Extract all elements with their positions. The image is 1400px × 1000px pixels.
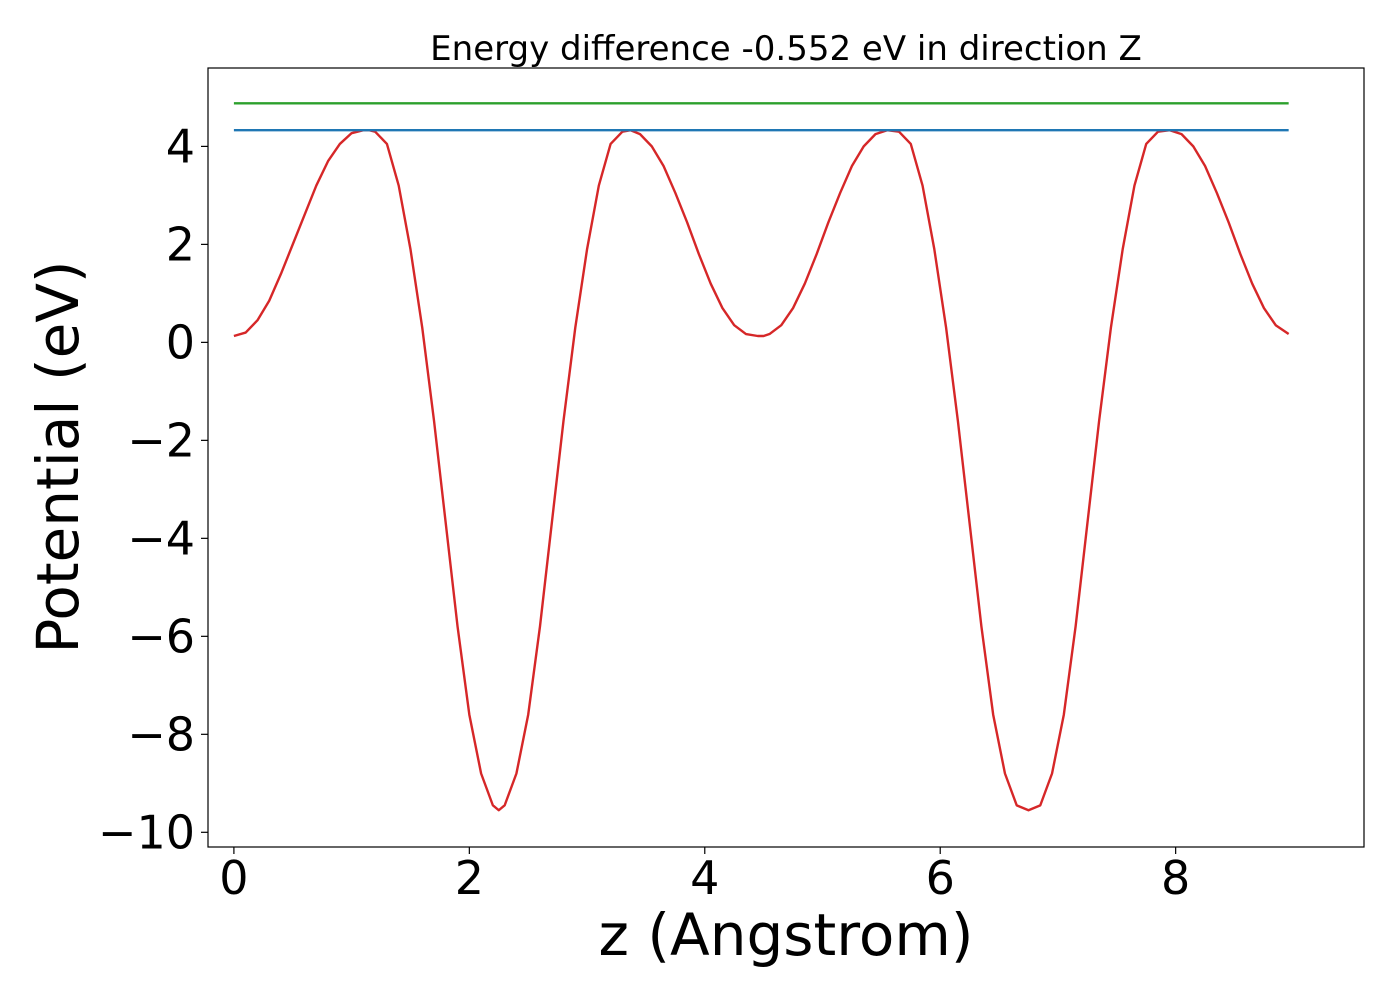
series-line-0 bbox=[233, 129, 1290, 812]
x-tick-label: 0 bbox=[219, 851, 248, 905]
y-tick-label: 0 bbox=[166, 315, 195, 369]
chart-title: Energy difference -0.552 eV in direction… bbox=[430, 29, 1142, 69]
x-tick-label: 4 bbox=[690, 851, 719, 905]
y-axis-label: Potential (eV) bbox=[24, 260, 92, 653]
y-tick-label: −8 bbox=[127, 707, 195, 761]
y-tick-label: −4 bbox=[127, 511, 195, 565]
x-tick-label: 2 bbox=[455, 851, 484, 905]
x-tick-label: 6 bbox=[926, 851, 955, 905]
series-0 bbox=[233, 129, 1290, 812]
y-tick-label: 4 bbox=[166, 119, 195, 173]
plot-frame bbox=[207, 67, 1365, 848]
x-axis-ticks: 0 2 4 6 8 bbox=[219, 847, 1190, 905]
y-tick-label: −2 bbox=[127, 413, 195, 467]
x-tick-label: 8 bbox=[1161, 851, 1190, 905]
x-axis-label: z (Angstrom) bbox=[599, 901, 974, 969]
series-layer bbox=[233, 102, 1290, 812]
y-axis-ticks: 4 2 0 −2 −4 −6 −8 −10 bbox=[98, 119, 208, 859]
y-tick-label: 2 bbox=[166, 217, 195, 271]
y-tick-label: −10 bbox=[98, 805, 195, 859]
y-tick-label: −6 bbox=[127, 609, 195, 663]
